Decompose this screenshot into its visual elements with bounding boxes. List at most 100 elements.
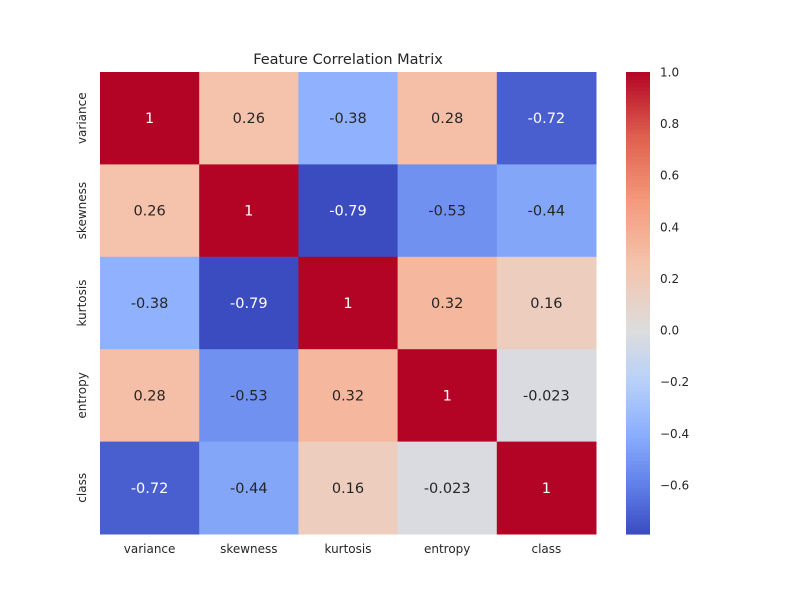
colorbar-tick-label: 0.2: [660, 272, 679, 286]
colorbar-segment: [626, 495, 650, 500]
cell-annotation: 0.32: [332, 388, 364, 404]
colorbar-segment: [626, 191, 650, 196]
cell-annotation: 0.32: [431, 296, 463, 312]
colorbar-segment: [626, 156, 650, 162]
colorbar-segment: [626, 149, 650, 154]
x-tick-label: skewness: [220, 542, 277, 556]
colorbar-segment: [626, 364, 650, 370]
x-tick-label: entropy: [424, 542, 470, 556]
colorbar-segment: [626, 422, 650, 427]
cell-annotation: 0.16: [332, 481, 364, 497]
colorbar-segment: [626, 118, 650, 123]
colorbar-segment: [626, 222, 650, 227]
colorbar-segment: [626, 345, 650, 350]
colorbar-segment: [626, 75, 650, 81]
colorbar-segment: [626, 406, 650, 412]
colorbar-segment: [626, 441, 650, 447]
heatmap-cell: [397, 256, 498, 350]
heatmap-cells: [100, 72, 597, 535]
colorbar-tick-labels: 1.0 0.8 0.6 0.4 0.2 0.0 −0.2 −0.4 −0.6: [660, 66, 689, 493]
colorbar-segment: [626, 195, 650, 200]
heatmap-cell: [100, 256, 200, 350]
colorbar-segment: [626, 487, 650, 493]
colorbar-segment: [626, 522, 650, 527]
colorbar-segment: [626, 79, 650, 85]
colorbar-segment: [626, 314, 650, 319]
colorbar-segment: [626, 399, 650, 404]
colorbar-segment: [626, 326, 650, 331]
cell-annotation: -0.79: [329, 204, 367, 220]
cell-annotation: -0.53: [428, 204, 466, 220]
colorbar-segment: [626, 457, 650, 462]
colorbar-segment: [626, 380, 650, 385]
cell-annotation: 1: [542, 481, 551, 497]
y-tick-labels: variance skewness kurtosis entropy class: [75, 92, 89, 502]
colorbar-segment: [626, 295, 650, 300]
colorbar-segment: [626, 437, 650, 443]
heatmap-cell: [199, 349, 299, 443]
heatmap-cell: [100, 72, 200, 165]
colorbar-segment: [626, 341, 650, 346]
colorbar-segment: [626, 202, 650, 208]
y-tick-label: kurtosis: [75, 279, 89, 326]
colorbar-segment: [626, 141, 650, 146]
heatmap-cell: [298, 441, 399, 535]
y-tick-label: skewness: [75, 182, 89, 239]
colorbar-segment: [626, 72, 650, 77]
heatmap-cell: [298, 72, 399, 165]
heatmap-cell: [298, 164, 399, 258]
heatmap-cell: [199, 72, 299, 165]
cell-annotation: -0.72: [528, 111, 566, 127]
cell-annotation: 0.26: [133, 204, 165, 220]
heatmap-cell: [496, 349, 597, 443]
x-tick-labels: variance skewness kurtosis entropy class: [124, 542, 562, 556]
colorbar-segment: [626, 306, 650, 312]
heatmap-cell: [397, 164, 498, 258]
colorbar-segment: [626, 414, 650, 420]
colorbar-segment: [626, 206, 650, 212]
colorbar-segment: [626, 114, 650, 119]
colorbar-segment: [626, 372, 650, 377]
colorbar: [626, 72, 650, 535]
cell-annotations: 1 0.26 -0.38 0.28 -0.72 0.26 1 -0.79 -0.53 -0.44 -…: [131, 111, 570, 497]
colorbar-tick-label: 0.0: [660, 324, 679, 338]
heatmap-cell: [100, 349, 200, 443]
cell-annotation: 1: [145, 111, 154, 127]
colorbar-segment: [626, 318, 650, 323]
colorbar-segment: [626, 249, 650, 254]
heatmap-cell: [298, 349, 399, 443]
colorbar-segment: [626, 95, 650, 100]
colorbar-tick-label: 0.8: [660, 117, 679, 131]
y-tick-label: entropy: [75, 372, 89, 418]
cell-annotation: -0.53: [230, 388, 268, 404]
colorbar-segment: [626, 164, 650, 169]
cell-annotation: 1: [244, 204, 253, 220]
colorbar-tick-label: 1.0: [660, 66, 679, 80]
colorbar-tick-label: −0.2: [660, 375, 689, 389]
colorbar-segment: [626, 237, 650, 242]
cell-annotation: 0.26: [233, 111, 265, 127]
colorbar-segment: [626, 510, 650, 516]
colorbar-segment: [626, 214, 650, 219]
colorbar-tick-label: −0.4: [660, 427, 689, 441]
colorbar-segment: [626, 395, 650, 400]
colorbar-segment: [626, 122, 650, 127]
colorbar-segment: [626, 356, 650, 362]
colorbar-segment: [626, 175, 650, 181]
colorbar-tick-label: −0.6: [660, 478, 689, 492]
heatmap-cell: [496, 256, 597, 350]
colorbar-segment: [626, 530, 650, 535]
heatmap-cell: [397, 349, 498, 443]
colorbar-segment: [626, 383, 650, 389]
colorbar-segment: [626, 303, 650, 308]
colorbar-segment: [626, 233, 650, 239]
heatmap-cell: [199, 441, 299, 535]
colorbar-segment: [626, 349, 650, 354]
colorbar-segment: [626, 491, 650, 497]
colorbar-segment: [626, 110, 650, 115]
heatmap-cell: [199, 256, 299, 350]
colorbar-segment: [626, 472, 650, 477]
colorbar-segment: [626, 299, 650, 304]
colorbar-segment: [626, 272, 650, 277]
